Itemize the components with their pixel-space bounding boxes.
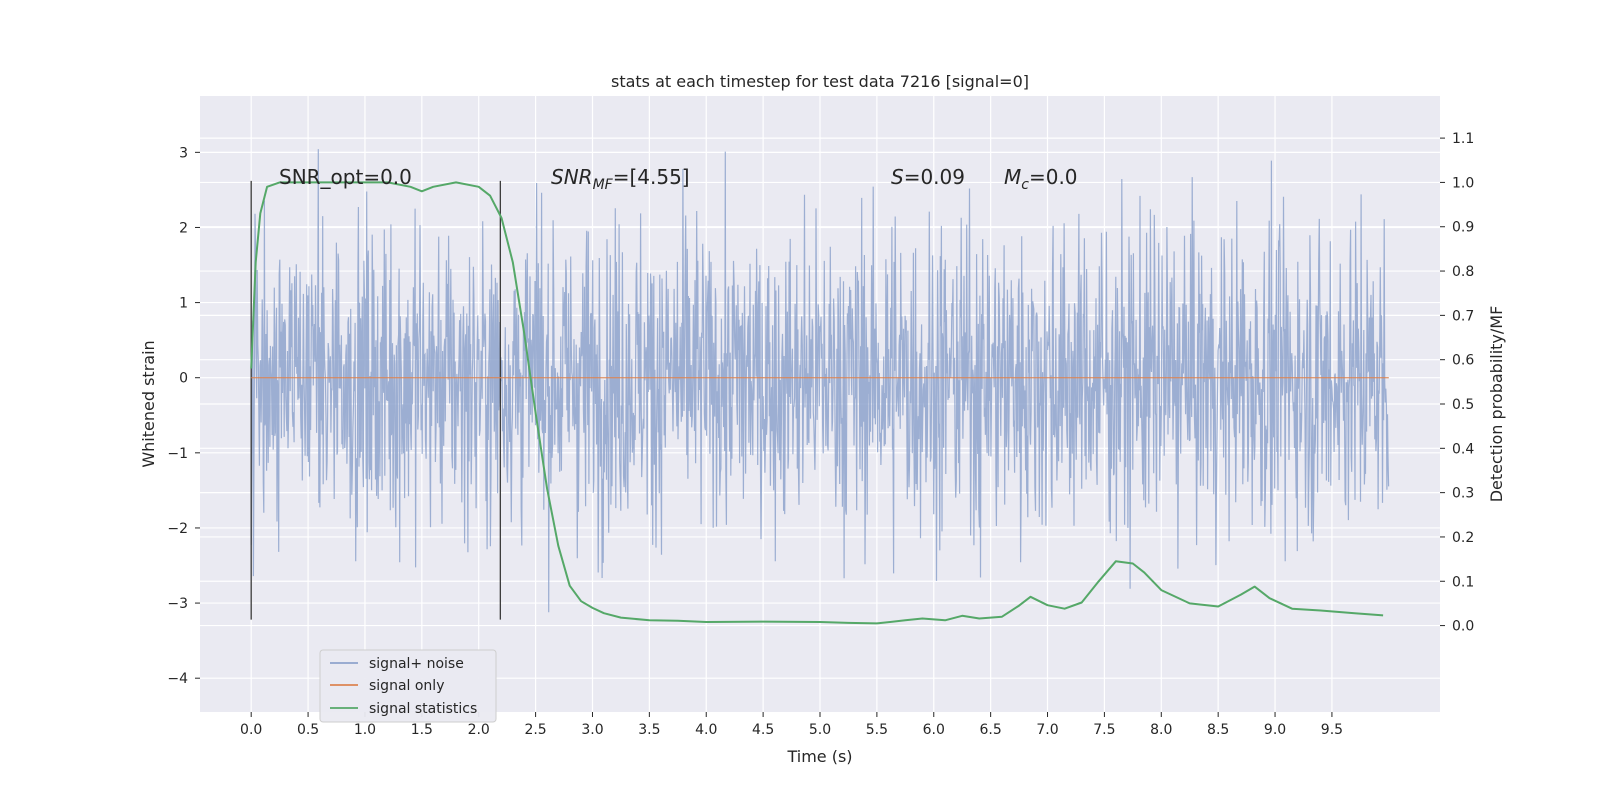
x-ticks: 0.0 0.5 1.0 1.5 2.0 2.5 3.0 3.5 4.0 4.5 5.0 5.5 6.0 6… xyxy=(240,712,1343,738)
mc-value: =0.0 xyxy=(1029,165,1078,189)
y-tick-label: −3 xyxy=(167,596,188,612)
series-signal-noise xyxy=(250,149,1390,613)
y-axis-label: Whitened strain xyxy=(139,340,158,467)
y2-ticks: 1.1 1.0 0.9 0.8 0.7 0.6 0.5 0.4 0.3 0.2 0.1 0.0 xyxy=(1440,131,1474,635)
x-tick-label: 7.5 xyxy=(1093,722,1115,738)
y2-tick-label: 1.0 xyxy=(1452,175,1474,191)
annotation-s: S=0.09 xyxy=(891,165,965,189)
chart-title: stats at each timestep for test data 721… xyxy=(611,72,1029,91)
series-signal-statistics xyxy=(250,181,1384,625)
y2-tick-label: 1.1 xyxy=(1452,131,1474,147)
x-tick-label: 2.5 xyxy=(524,722,546,738)
x-tick-label: 8.5 xyxy=(1207,722,1229,738)
x-tick-label: 2.0 xyxy=(468,722,490,738)
y2-tick-label: 0.9 xyxy=(1452,220,1474,236)
signal-statistics-line xyxy=(250,181,1384,625)
vertical-markers xyxy=(250,180,501,620)
y2-tick-label: 0.1 xyxy=(1452,574,1474,590)
legend-box xyxy=(319,649,497,723)
s-value: =0.09 xyxy=(904,165,965,189)
x-axis-label: Time (s) xyxy=(786,747,852,766)
x-tick-label: 3.0 xyxy=(581,722,603,738)
x-tick-label: 9.5 xyxy=(1321,722,1343,738)
y2-axis-label: Detection probability/MF xyxy=(1487,306,1506,503)
x-tick-label: 4.0 xyxy=(695,722,717,738)
x-tick-label: 9.0 xyxy=(1264,722,1286,738)
y-tick-label: −1 xyxy=(167,446,188,462)
s-label: S xyxy=(891,165,904,189)
x-tick-label: 6.5 xyxy=(980,722,1002,738)
x-tick-label: 0.0 xyxy=(240,722,262,738)
x-tick-label: 1.5 xyxy=(411,722,433,738)
annotation-mc: Mc=0.0 xyxy=(1004,165,1078,193)
y-tick-label: −2 xyxy=(167,521,188,537)
legend-label-signal-statistics: signal statistics xyxy=(369,701,477,717)
legend: signal+ noise signal only signal statist… xyxy=(319,649,497,723)
y-tick-label: 0 xyxy=(179,371,188,387)
mc-label: M xyxy=(1004,165,1021,189)
x-tick-label: 1.0 xyxy=(354,722,376,738)
y2-tick-label: 0.5 xyxy=(1452,397,1474,413)
legend-label-signal-only: signal only xyxy=(369,678,444,694)
x-tick-label: 6.0 xyxy=(923,722,945,738)
x-tick-label: 8.0 xyxy=(1150,722,1172,738)
y-tick-label: 2 xyxy=(179,220,188,236)
y2-tick-label: 0.6 xyxy=(1452,353,1474,369)
mc-sub: c xyxy=(1021,177,1029,193)
x-tick-label: 4.5 xyxy=(752,722,774,738)
y2-tick-label: 0.4 xyxy=(1452,441,1474,457)
snr-mf-sub: MF xyxy=(593,177,614,193)
y-ticks: 3 2 1 0 −1 −2 −3 −4 xyxy=(167,145,200,687)
x-tick-label: 5.0 xyxy=(809,722,831,738)
x-tick-label: 3.5 xyxy=(638,722,660,738)
x-tick-label: 7.0 xyxy=(1036,722,1058,738)
snr-mf-label: SNR xyxy=(551,165,593,189)
y2-tick-label: 0.2 xyxy=(1452,530,1474,546)
y2-tick-label: 0.8 xyxy=(1452,264,1474,280)
x-tick-label: 0.5 xyxy=(297,722,319,738)
y2-tick-label: 0.0 xyxy=(1452,619,1474,635)
annotation-snr-mf: SNRMF=[4.55] xyxy=(551,165,690,193)
y-tick-label: −4 xyxy=(167,671,188,687)
y-tick-label: 1 xyxy=(179,296,188,312)
legend-label-signal-noise: signal+ noise xyxy=(369,656,464,672)
y-tick-label: 3 xyxy=(179,145,188,161)
x-tick-label: 5.5 xyxy=(866,722,888,738)
y2-tick-label: 0.3 xyxy=(1452,486,1474,502)
snr-mf-value: =[4.55] xyxy=(613,165,690,189)
y2-tick-label: 0.7 xyxy=(1452,308,1474,324)
annotation-snr-opt: SNR_opt=0.0 xyxy=(279,165,412,189)
signal-noise-line xyxy=(250,149,1390,613)
